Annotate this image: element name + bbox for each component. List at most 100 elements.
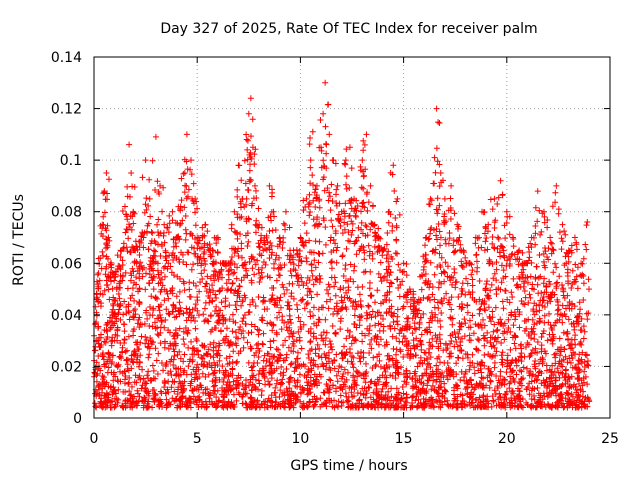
data-point — [411, 320, 418, 327]
data-point — [350, 267, 357, 274]
data-point — [414, 310, 421, 317]
data-point — [328, 265, 335, 272]
data-point — [158, 318, 165, 325]
data-point — [212, 374, 219, 381]
data-point — [120, 388, 127, 395]
data-point — [499, 298, 506, 305]
data-point — [393, 276, 400, 283]
data-point — [413, 384, 420, 391]
data-point — [555, 210, 562, 217]
data-point — [555, 369, 562, 376]
data-point — [346, 144, 353, 151]
data-point — [193, 337, 200, 344]
data-point — [293, 301, 300, 308]
data-point — [184, 193, 191, 200]
data-point — [405, 347, 412, 354]
data-point — [202, 317, 209, 324]
data-point — [562, 353, 569, 360]
data-point — [311, 222, 318, 229]
data-point — [292, 364, 299, 371]
data-point — [486, 384, 493, 391]
data-point — [185, 186, 192, 193]
data-point — [368, 293, 375, 300]
data-point — [255, 294, 262, 301]
data-point — [418, 331, 425, 338]
data-point — [180, 388, 187, 395]
data-point — [493, 259, 500, 266]
data-point — [342, 265, 349, 272]
data-point — [357, 358, 364, 365]
data-point — [554, 307, 561, 314]
data-point — [528, 395, 535, 402]
data-point — [141, 320, 148, 327]
data-point — [298, 274, 305, 281]
data-point — [131, 258, 138, 265]
data-point — [379, 385, 386, 392]
data-point — [343, 185, 350, 192]
data-point — [260, 357, 267, 364]
data-point — [571, 364, 578, 371]
data-point — [298, 325, 305, 332]
data-point — [460, 264, 467, 271]
data-point — [140, 375, 147, 382]
data-point — [534, 188, 541, 195]
data-point — [126, 193, 133, 200]
data-point — [535, 369, 542, 376]
data-point — [537, 273, 544, 280]
data-point — [144, 372, 151, 379]
data-point — [442, 218, 449, 225]
data-point — [323, 150, 330, 157]
data-point — [313, 322, 320, 329]
data-point — [192, 209, 199, 216]
data-point — [560, 329, 567, 336]
data-point — [398, 327, 405, 334]
data-point — [127, 224, 134, 231]
data-point — [201, 257, 208, 264]
data-point — [303, 280, 310, 287]
data-point — [512, 345, 519, 352]
data-point — [426, 324, 433, 331]
data-point — [127, 249, 134, 256]
data-point — [337, 284, 344, 291]
data-point — [307, 208, 314, 215]
data-point — [267, 298, 274, 305]
data-point — [433, 145, 440, 152]
data-point — [304, 299, 311, 306]
data-point — [241, 385, 248, 392]
data-point — [464, 354, 471, 361]
data-point — [332, 331, 339, 338]
data-point — [157, 230, 164, 237]
data-point — [441, 387, 448, 394]
data-point — [417, 314, 424, 321]
data-point — [149, 230, 156, 237]
data-point — [345, 284, 352, 291]
data-point — [101, 338, 108, 345]
data-point — [312, 204, 319, 211]
data-point — [549, 362, 556, 369]
data-point — [209, 298, 216, 305]
data-point — [414, 377, 421, 384]
data-point — [244, 146, 251, 153]
data-point — [531, 377, 538, 384]
data-point — [167, 340, 174, 347]
data-point — [576, 403, 583, 410]
data-point — [119, 262, 126, 269]
data-point — [165, 389, 172, 396]
data-point — [385, 266, 392, 273]
data-point — [121, 336, 128, 343]
data-point — [393, 385, 400, 392]
data-point — [166, 252, 173, 259]
data-point — [424, 295, 431, 302]
data-point — [189, 358, 196, 365]
data-point — [247, 133, 254, 140]
data-point — [472, 321, 479, 328]
data-point — [540, 390, 547, 397]
data-point — [522, 343, 529, 350]
data-point — [335, 403, 342, 410]
data-point — [101, 287, 108, 294]
data-point — [471, 370, 478, 377]
data-point — [244, 243, 251, 250]
data-point — [292, 392, 299, 399]
data-point — [359, 203, 366, 210]
data-point — [389, 313, 396, 320]
